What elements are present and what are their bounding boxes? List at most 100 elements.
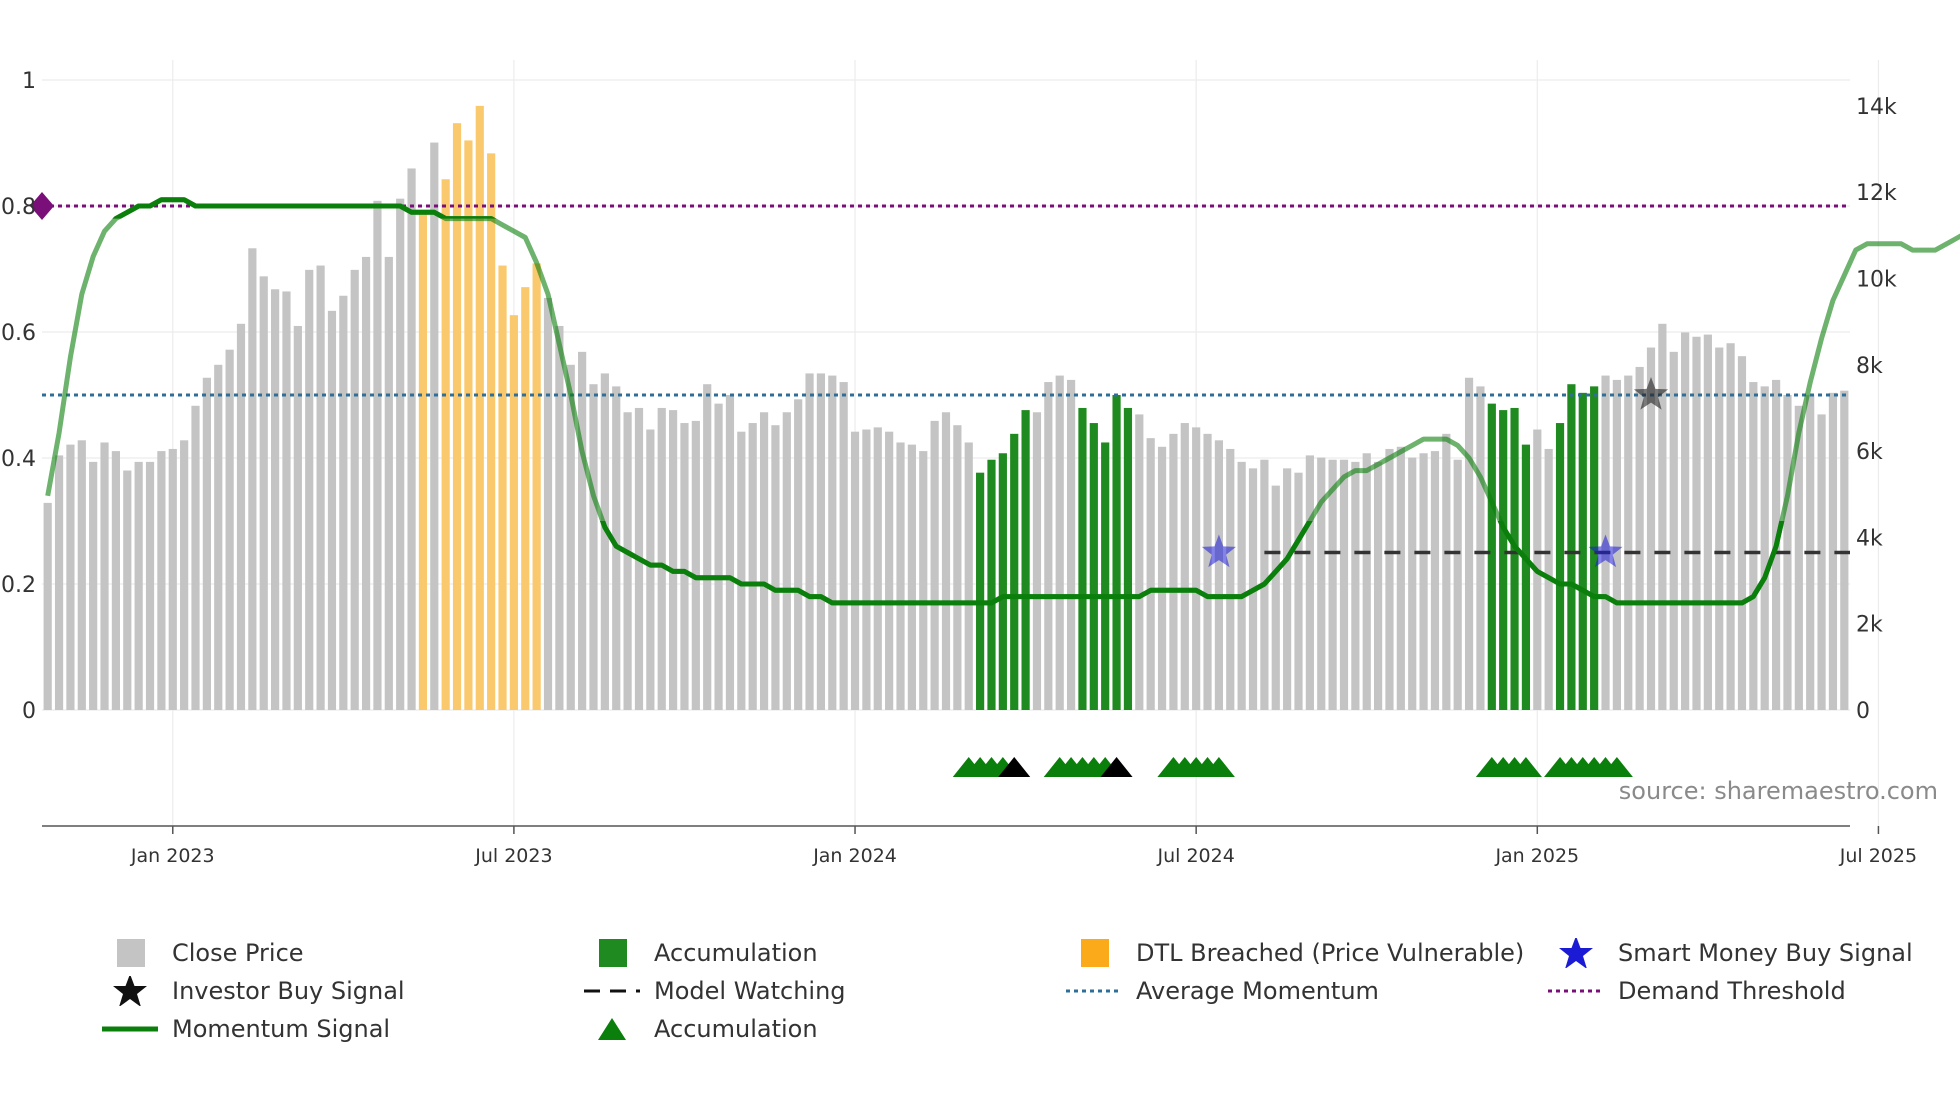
close-price-bar [1362, 453, 1371, 710]
close-price-bar [1385, 448, 1394, 710]
close-price-bar [907, 444, 916, 710]
close-price-bar [1737, 356, 1747, 710]
close-price-bar [1339, 459, 1349, 710]
close-price-bar [885, 431, 894, 710]
accumulation-bar [1078, 407, 1087, 710]
accumulation-bar [1487, 403, 1496, 710]
y-right-tick-label: 10k [1856, 267, 1897, 292]
dtl-bar [498, 265, 507, 710]
smart-money-star-icon [1588, 534, 1623, 568]
close-price-bar [1317, 457, 1326, 710]
accumulation-triangles [952, 757, 1633, 777]
close-price-bar [1328, 459, 1337, 710]
close-price-bar [566, 364, 575, 710]
y-right-tick-label: 12k [1856, 181, 1897, 206]
close-price-bar [1157, 446, 1167, 710]
close-price-bar [1726, 343, 1735, 710]
close-price-bar [282, 291, 291, 710]
dtl-bar [521, 287, 530, 710]
accumulation-bar [1510, 407, 1519, 710]
close-price-bar [373, 200, 382, 711]
dtl-bar [475, 105, 484, 711]
close-price-bar [737, 431, 746, 710]
close-price-bar [396, 198, 405, 711]
close-price-bar [1396, 446, 1405, 710]
accumulation-triangle-icon [1600, 757, 1633, 777]
close-price-bar [1453, 459, 1462, 710]
y-left-tick-label: 1 [22, 69, 36, 94]
close-price-bar [1237, 461, 1246, 710]
accumulation-bar [1555, 423, 1565, 710]
close-price-bar [271, 289, 280, 710]
close-price-bar [430, 142, 439, 711]
close-price-bar [623, 412, 632, 710]
close-price-bar [180, 440, 189, 710]
dtl-bar [464, 140, 473, 711]
accumulation-bar [976, 472, 985, 710]
close-price-bar [953, 425, 962, 710]
close-price-bar [725, 395, 735, 710]
close-price-bar [930, 420, 939, 710]
close-price-bar [407, 168, 416, 710]
close-price-bar [191, 405, 200, 710]
y-right-tick-label: 6k [1856, 440, 1883, 465]
close-price-bar [1271, 485, 1280, 710]
close-price-bar [1681, 332, 1690, 710]
dtl-bar [509, 315, 518, 710]
dtl-bar [487, 153, 496, 710]
close-price-bar [680, 423, 689, 710]
close-price-bar [714, 403, 723, 710]
close-price-bar [1760, 386, 1769, 710]
close-price-bar [839, 382, 848, 710]
close-price-bar [1715, 347, 1724, 710]
accumulation-bar [1578, 392, 1587, 710]
close-price-bar [248, 248, 257, 711]
accumulation-triangle-black-icon [1100, 757, 1133, 777]
accumulation-bar [1499, 410, 1508, 710]
close-price-bar [1464, 377, 1474, 710]
accumulation-bar [1567, 384, 1576, 710]
source-note: source: sharemaestro.com [1618, 777, 1938, 805]
accumulation-bar [1010, 433, 1019, 710]
close-price-bar [1044, 382, 1053, 710]
close-price-bar [1294, 472, 1303, 710]
close-price-bar [123, 470, 132, 710]
close-price-bar [805, 373, 814, 710]
investor-star-icon [1633, 377, 1669, 410]
close-price-bar [293, 325, 302, 710]
close-price-bar [1476, 386, 1485, 710]
close-price-bar [111, 451, 121, 710]
accumulation-bar [1521, 444, 1531, 710]
x-tick-label: Jul 2023 [474, 845, 552, 867]
close-price-bar [543, 297, 553, 710]
close-price-bar [1408, 457, 1417, 710]
close-price-bar [66, 444, 75, 710]
close-price-bar [1430, 451, 1440, 710]
close-price-bar [1055, 375, 1064, 710]
accumulation-bar [1089, 423, 1098, 710]
y-right-tick-label: 0 [1856, 699, 1870, 724]
close-price-bar [578, 351, 587, 710]
close-price-bar [1214, 440, 1223, 710]
x-tick-label: Jan 2025 [1494, 845, 1579, 867]
accumulation-bar [1123, 407, 1133, 710]
close-price-bar [1351, 461, 1360, 710]
x-tick-label: Jul 2025 [1839, 845, 1917, 867]
close-price-bar [1817, 414, 1826, 710]
y-left-tick-label: 0.4 [1, 447, 36, 472]
close-price-bar [1692, 336, 1701, 710]
close-price-bar [145, 461, 155, 710]
x-tick-label: Jan 2024 [812, 845, 897, 867]
close-price-bar [1192, 427, 1201, 710]
close-price-bar [657, 407, 666, 710]
accumulation-triangle-icon [1202, 757, 1235, 777]
close-price-bar [862, 429, 871, 710]
dtl-bar [418, 211, 428, 710]
close-price-bar [1283, 468, 1292, 710]
accumulation-bar [1112, 395, 1121, 710]
demand-threshold-marker-icon [30, 192, 54, 220]
close-price-bar [305, 269, 314, 710]
y-left-tick-label: 0.8 [1, 195, 36, 220]
accumulation-triangle-icon [1509, 757, 1542, 777]
